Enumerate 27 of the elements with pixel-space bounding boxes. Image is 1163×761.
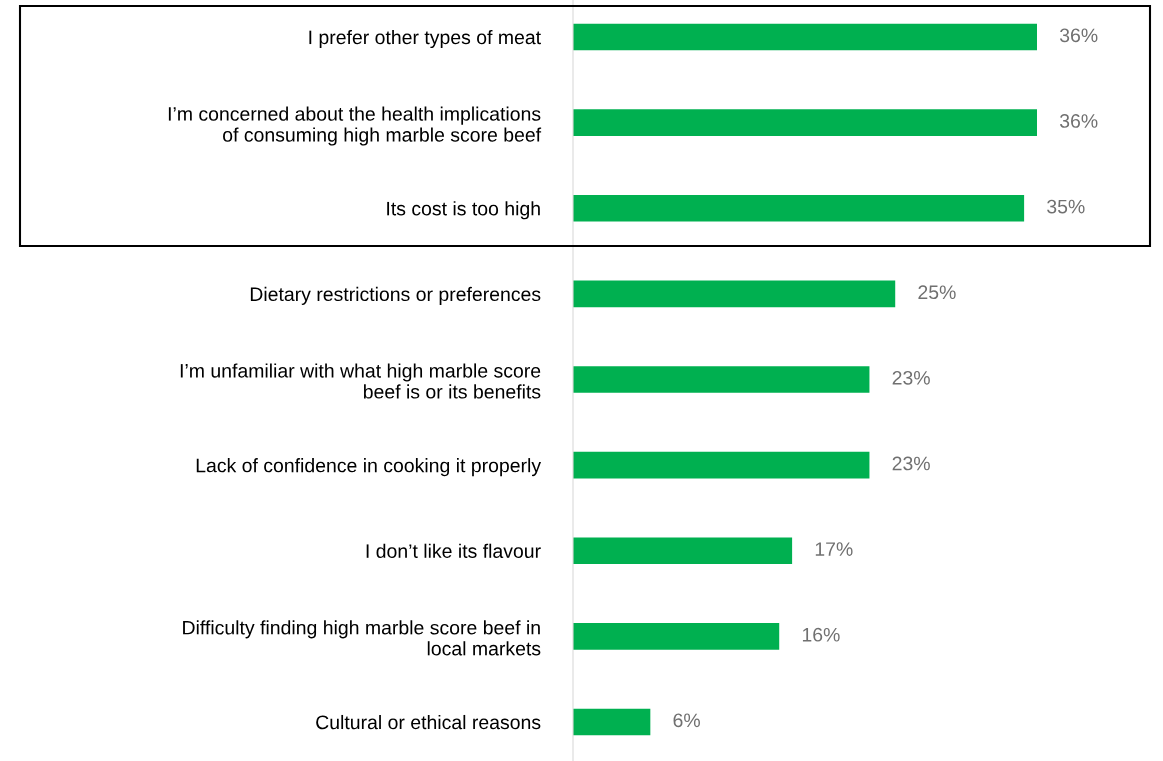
y-tick-label: Its cost is too high (387, 201, 540, 220)
data-label: 36% (1059, 28, 1098, 43)
y-tick-label: I’m concerned about the health implications of consuming high marble score beef (168, 106, 542, 146)
data-label: 35% (1047, 199, 1085, 214)
data-label: 23% (892, 370, 930, 385)
y-tick-label: I don’t like its flavour (366, 543, 541, 558)
y-tick-label: Difficulty finding high marble score beef in local markets (183, 620, 541, 656)
bar (573, 623, 780, 650)
data-label: 6% (673, 713, 700, 728)
data-label: 25% (918, 285, 956, 300)
bar (573, 537, 793, 565)
data-label: 36% (1059, 114, 1098, 128)
bar (573, 194, 1025, 222)
bar (573, 280, 896, 308)
bar (573, 109, 1037, 136)
bar (573, 451, 870, 479)
bar (573, 366, 870, 393)
bar (573, 708, 651, 736)
y-tick-label: I prefer other types of meat (309, 29, 541, 49)
data-label: 17% (815, 542, 853, 556)
y-tick-label: Cultural or ethical reasons (316, 714, 541, 730)
y-tick-label: Lack of confidence in cooking it properly (196, 458, 542, 477)
bar (573, 23, 1037, 51)
y-tick-label: Dietary restrictions or preferences (250, 286, 541, 305)
y-tick-label: I’m unfamiliar with what high marble score beef is or its benefits (180, 363, 541, 399)
data-label: 16% (802, 627, 840, 642)
data-label: 23% (892, 456, 930, 471)
